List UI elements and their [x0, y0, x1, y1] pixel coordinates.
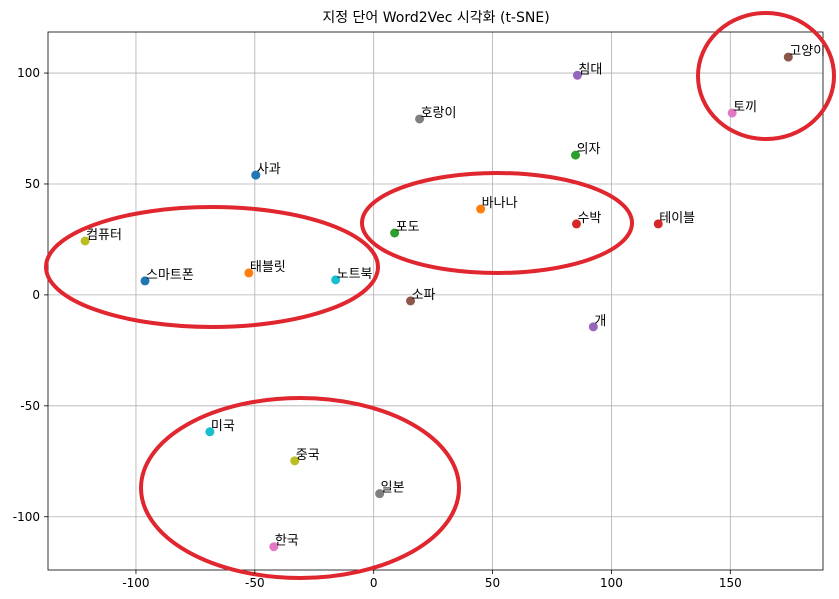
point [406, 296, 416, 306]
point [572, 70, 582, 80]
point [571, 150, 581, 160]
point-label: 바나나 [482, 196, 518, 211]
grid [48, 32, 823, 570]
plot-frame [47, 31, 824, 571]
point-label: 한국 [275, 534, 299, 549]
highlight-ellipse [696, 11, 836, 141]
point-label: 침대 [578, 62, 602, 77]
point-label: 노트북 [337, 267, 373, 282]
x-tick-label: -100 [122, 576, 149, 590]
point [80, 236, 90, 246]
chart-title: 지정 단어 Word2Vec 시각화 (t-SNE) [322, 10, 549, 26]
point-label: 사과 [257, 162, 281, 177]
point [727, 108, 737, 118]
point [588, 322, 598, 332]
point-label: 개 [594, 314, 606, 329]
x-tick-label: -50 [245, 576, 265, 590]
point-label: 일본 [381, 481, 405, 496]
point [653, 219, 663, 229]
point-label: 토끼 [733, 100, 757, 115]
y-tick-label: 50 [25, 177, 40, 191]
point [476, 204, 486, 214]
point [571, 219, 581, 229]
x-tick-label: 150 [719, 576, 742, 590]
point [390, 228, 400, 238]
point-label: 포도 [396, 220, 420, 235]
point [415, 114, 425, 124]
x-tick-label: 0 [370, 576, 378, 590]
point-label: 중국 [296, 448, 320, 463]
highlight-ellipse [139, 396, 461, 580]
point [783, 52, 793, 62]
point [140, 276, 150, 286]
point [244, 268, 254, 278]
point-label: 태블릿 [250, 260, 286, 275]
highlight-ellipse [360, 171, 634, 275]
x-tick-label: 50 [485, 576, 500, 590]
point [205, 427, 215, 437]
y-tick-label: 100 [17, 66, 40, 80]
point [331, 275, 341, 285]
highlight-ellipse [44, 205, 380, 329]
point-label: 컴퓨터 [86, 228, 122, 243]
point-label: 호랑이 [421, 106, 457, 121]
point-label: 고양이 [789, 44, 825, 59]
point-label: 테이블 [659, 211, 695, 226]
point-label: 의자 [577, 142, 601, 157]
y-tick-label: -50 [20, 399, 40, 413]
y-tick-label: -100 [13, 510, 40, 524]
point [375, 489, 385, 499]
point-label: 스마트폰 [146, 268, 194, 283]
point-label: 수박 [577, 211, 601, 226]
point [269, 542, 279, 552]
point [251, 170, 261, 180]
point [290, 456, 300, 466]
annotations [44, 11, 836, 580]
y-tick-label: 0 [32, 288, 40, 302]
point-label: 미국 [211, 419, 235, 434]
point-label: 소파 [412, 288, 436, 303]
x-tick-label: 100 [600, 576, 623, 590]
